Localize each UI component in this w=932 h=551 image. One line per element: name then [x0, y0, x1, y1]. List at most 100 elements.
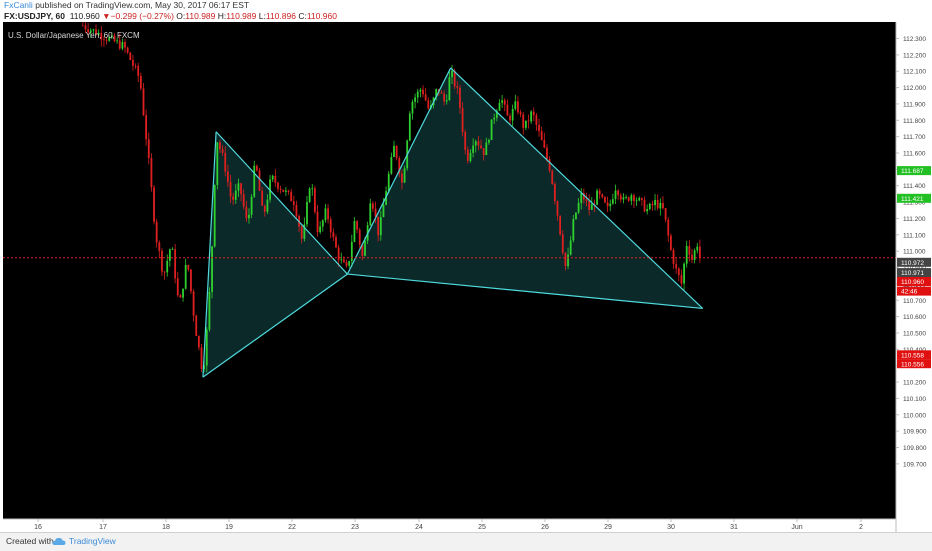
price-chart[interactable]: U.S. Dollar/Japanese Yen, 60, FXCM 112.3… — [0, 22, 932, 532]
candle — [155, 218, 158, 248]
candle — [118, 33, 121, 51]
candle — [625, 194, 627, 200]
candle — [340, 252, 343, 264]
candle — [672, 247, 675, 269]
candle — [132, 54, 134, 71]
candle — [171, 247, 174, 251]
y-tick-label: 110.200 — [903, 380, 926, 387]
y-tick-label: 112.000 — [903, 85, 926, 92]
author-link[interactable]: FxCanli — [4, 0, 33, 10]
x-tick-label: 19 — [225, 524, 233, 531]
candle — [248, 208, 250, 224]
candle — [253, 160, 256, 198]
candle — [514, 94, 517, 111]
candle — [329, 216, 332, 239]
candle — [427, 97, 430, 110]
candle — [527, 114, 530, 129]
x-tick-label: 2 — [859, 524, 863, 531]
candle — [113, 33, 116, 43]
price-tag-label: 42:46 — [901, 289, 918, 296]
price-tag: 42:46 — [897, 286, 931, 296]
candle — [540, 126, 543, 141]
y-tick-label: 112.200 — [903, 52, 926, 59]
y-tick-label: 112.300 — [903, 36, 926, 43]
candle — [274, 169, 277, 187]
pattern-leg-bc[interactable] — [346, 67, 452, 275]
candle — [221, 145, 224, 156]
pattern-leg-xa[interactable] — [202, 131, 217, 378]
candle — [205, 327, 208, 373]
candle — [551, 169, 554, 186]
candle — [422, 85, 424, 98]
candle — [582, 188, 585, 204]
candle — [456, 81, 459, 95]
pattern-leg-xb[interactable] — [202, 273, 348, 378]
candle — [292, 195, 295, 212]
candle — [224, 146, 227, 177]
candle — [553, 181, 556, 205]
candle — [633, 193, 635, 209]
candle — [116, 37, 119, 44]
y-tick-label: 111.600 — [903, 151, 926, 158]
candle — [648, 202, 651, 211]
candle — [353, 217, 356, 243]
candle — [509, 113, 511, 125]
candle — [546, 144, 548, 162]
pattern-leg-ab[interactable] — [215, 131, 348, 275]
candle — [266, 194, 269, 215]
candle — [300, 224, 303, 244]
candle — [182, 288, 184, 302]
x-tick-label: 17 — [99, 524, 107, 531]
candle — [590, 197, 593, 210]
candle — [477, 135, 480, 151]
open-value: 110.989 — [185, 11, 216, 21]
candle — [640, 197, 643, 206]
candle — [606, 196, 609, 213]
candle — [358, 227, 361, 249]
candle — [226, 164, 229, 187]
x-tick-label: 30 — [667, 524, 675, 531]
candle — [501, 95, 504, 108]
candle — [327, 204, 329, 224]
candle — [179, 293, 182, 298]
candle — [575, 212, 577, 220]
pattern-leg-cd[interactable] — [450, 67, 704, 309]
candle — [284, 187, 287, 196]
candle — [197, 335, 200, 351]
candle — [609, 199, 612, 212]
candle — [216, 142, 219, 190]
price-tag: 110.556 — [897, 359, 931, 368]
y-tick-label: 109.700 — [903, 461, 927, 468]
candle — [153, 185, 155, 225]
candle — [395, 145, 398, 161]
candle — [698, 239, 701, 263]
candle — [134, 63, 137, 70]
candle — [664, 207, 667, 223]
candle — [316, 205, 319, 237]
candle — [577, 198, 580, 215]
candle — [401, 169, 403, 190]
candle — [503, 98, 506, 112]
candle — [638, 196, 641, 202]
price-tag: 110.972 — [897, 257, 931, 267]
candle — [656, 194, 659, 211]
symbol-label: FX:USDJPY, 60 — [4, 11, 65, 21]
candle — [459, 85, 461, 114]
y-tick-label: 109.800 — [903, 445, 927, 452]
candle — [393, 140, 395, 158]
published-info: FxCanli published on TradingView.com, Ma… — [4, 0, 249, 11]
candle — [332, 228, 335, 241]
candle — [306, 196, 308, 228]
candle — [424, 87, 427, 102]
candle — [511, 104, 514, 127]
y-tick-label: 111.400 — [903, 183, 926, 190]
candle — [601, 193, 604, 199]
candle — [675, 258, 678, 274]
tradingview-link[interactable]: TradingView — [69, 536, 116, 546]
candle — [147, 132, 150, 165]
pattern-leg-bd[interactable] — [347, 273, 703, 310]
candle — [646, 204, 649, 215]
close-label: C: — [298, 11, 307, 21]
candle — [643, 196, 646, 213]
candle — [445, 94, 448, 105]
